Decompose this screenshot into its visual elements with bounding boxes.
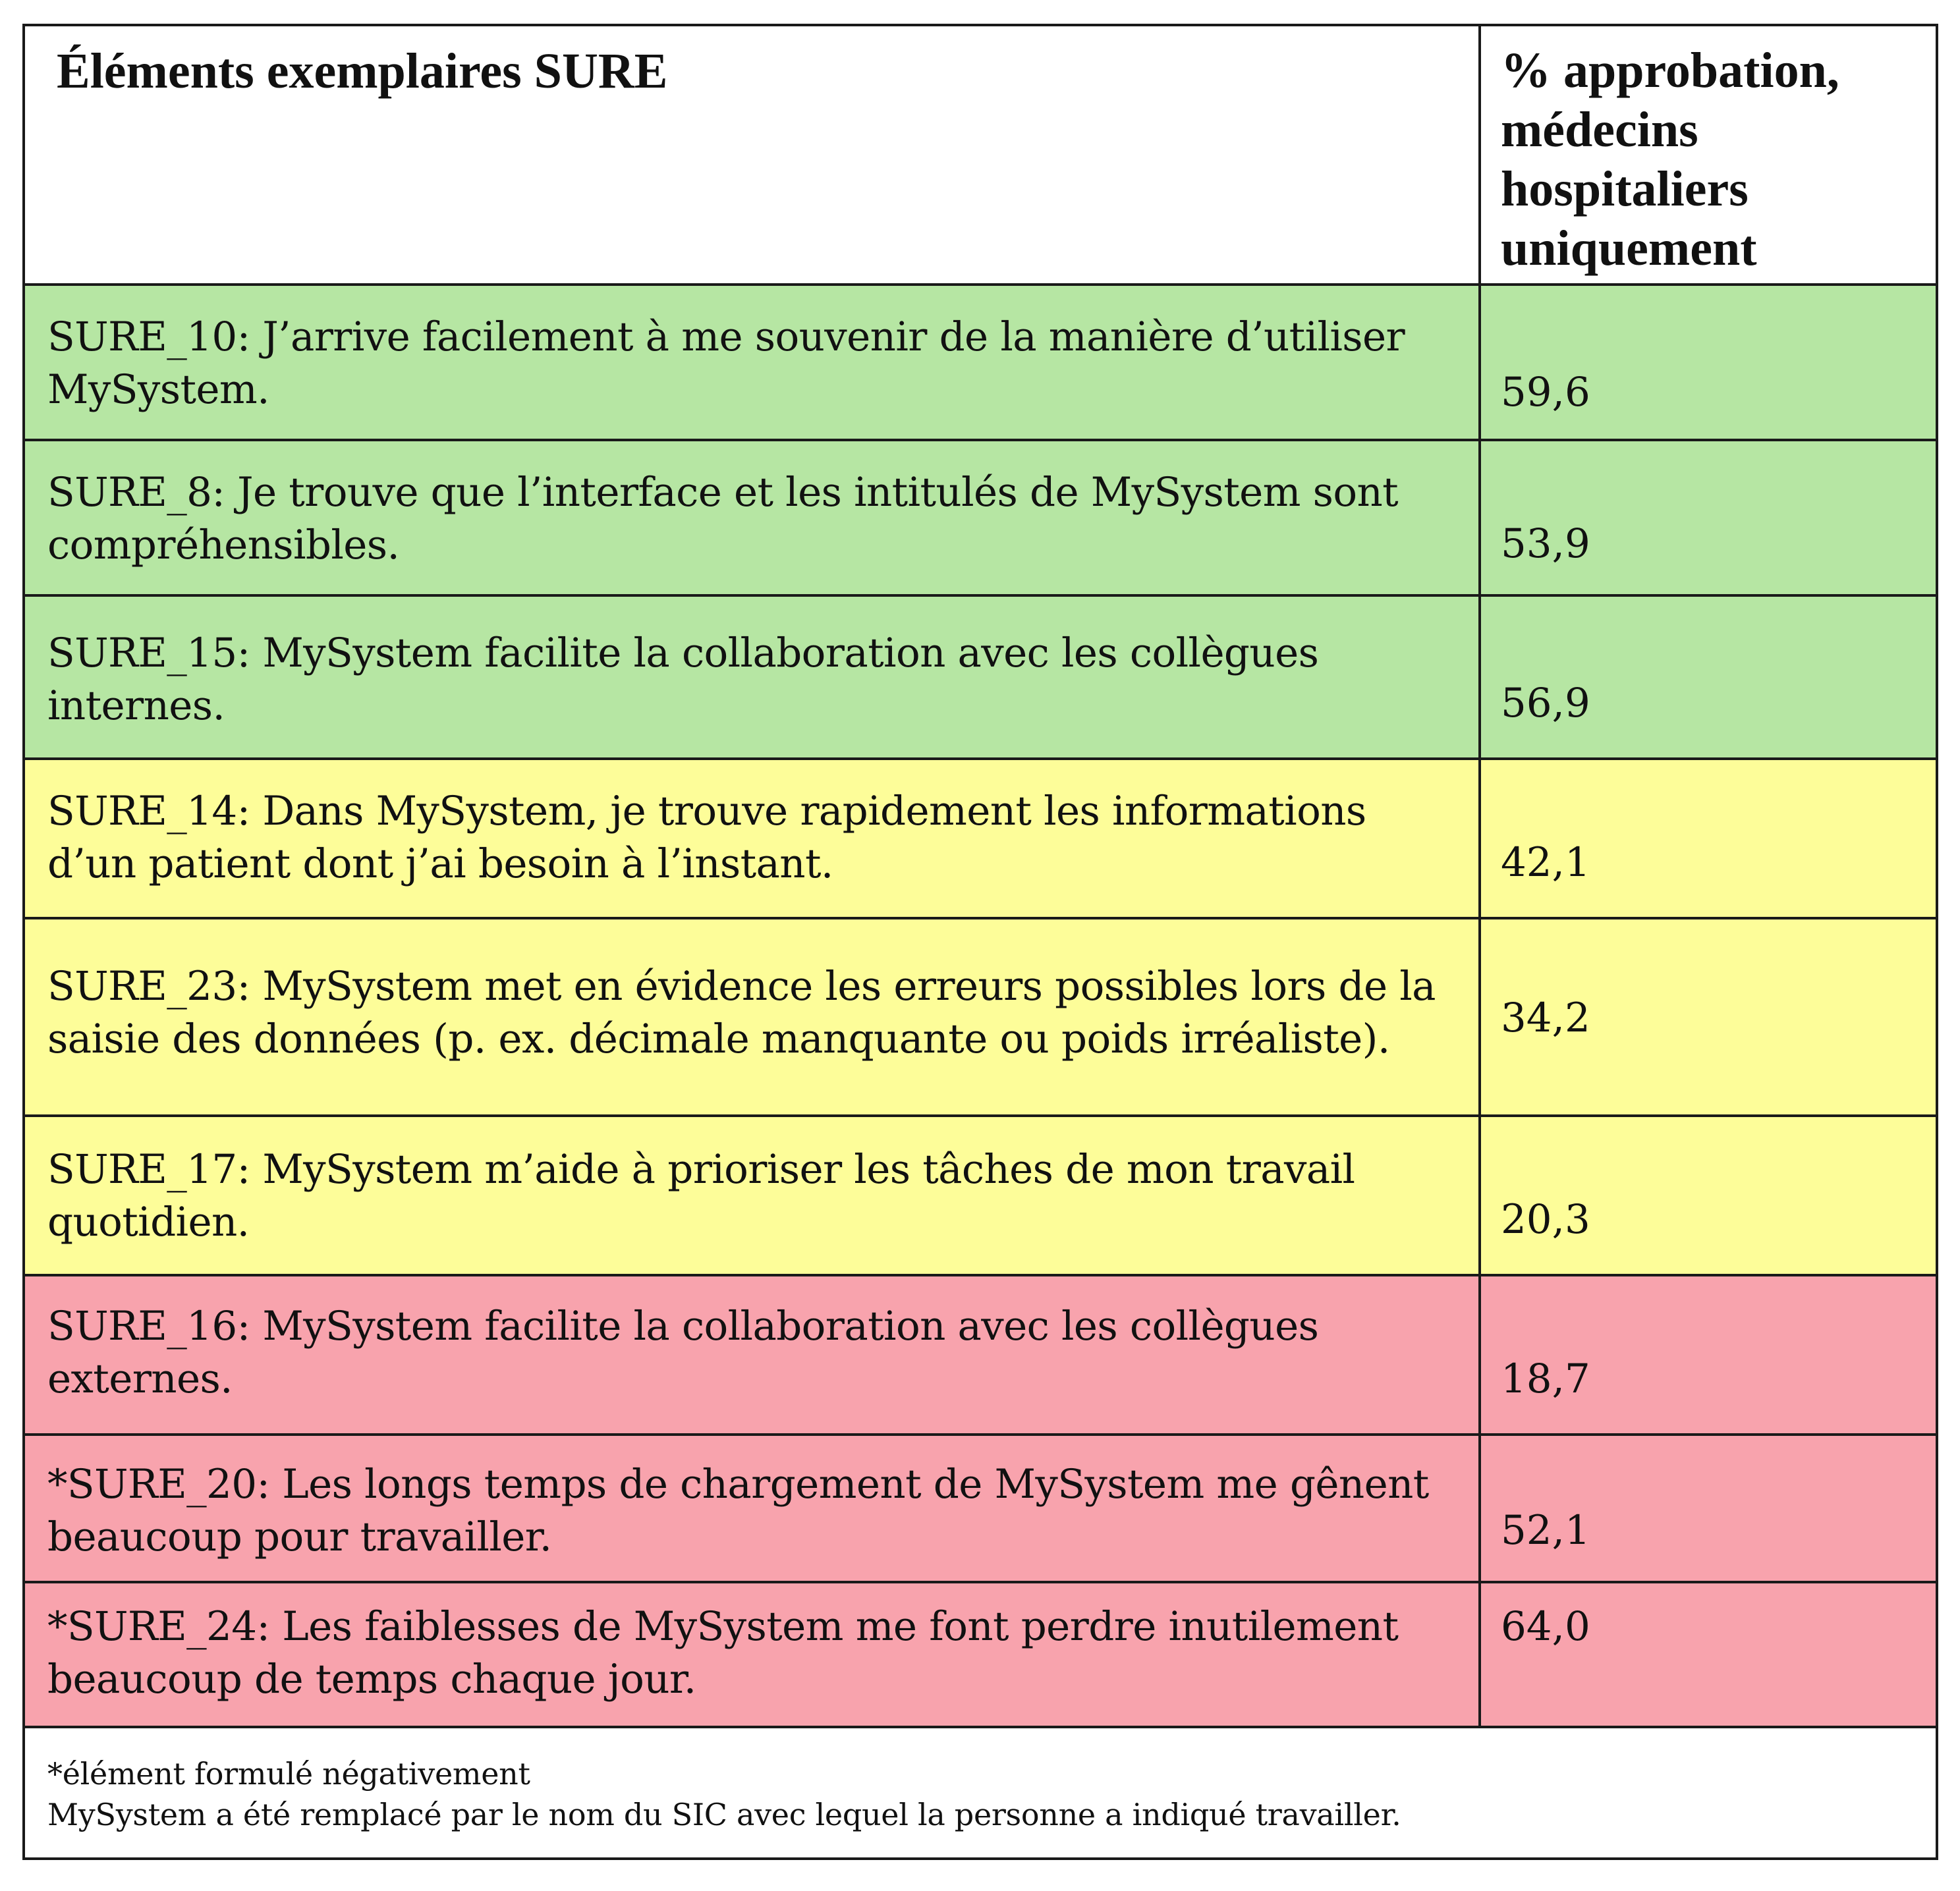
item-text: SURE_14: Dans MySystem, je trouve rapide… (47, 788, 1366, 887)
column-divider (1478, 26, 1481, 1728)
table-row: SURE_14: Dans MySystem, je trouve rapide… (25, 760, 1936, 919)
item-text: SURE_8: Je trouve que l’interface et les… (47, 469, 1399, 568)
table-row: *SURE_24: Les faiblesses de MySystem me … (25, 1583, 1936, 1728)
approval-value: 52,1 (1501, 1507, 1590, 1554)
table-footnote: *élément formulé négativement MySystem a… (47, 1753, 1905, 1835)
table-row: SURE_8: Je trouve que l’interface et les… (25, 441, 1936, 597)
approval-value: 64,0 (1501, 1603, 1590, 1650)
item-text: SURE_10: J’arrive facilement à me souven… (47, 314, 1405, 413)
system-name-note: MySystem a été remplacé par le nom du SI… (47, 1797, 1401, 1832)
negative-item-note: *élément formulé négativement (47, 1756, 530, 1792)
table-row: SURE_17: MySystem m’aide à prioriser les… (25, 1117, 1936, 1276)
item-text: *SURE_24: Les faiblesses de MySystem me … (47, 1603, 1399, 1703)
item-text: SURE_15: MySystem facilite la collaborat… (47, 630, 1319, 729)
table-row: SURE_23: MySystem met en évidence les er… (25, 919, 1936, 1117)
table-row: SURE_15: MySystem facilite la collaborat… (25, 597, 1936, 760)
table-body: SURE_10: J’arrive facilement à me souven… (25, 286, 1936, 1728)
items-column-header: Éléments exemplaires SURE (57, 43, 668, 99)
approval-value: 56,9 (1501, 680, 1590, 726)
approval-value: 18,7 (1501, 1356, 1590, 1402)
item-text: SURE_23: MySystem met en évidence les er… (47, 963, 1436, 1062)
item-text: *SURE_20: Les longs temps de chargement … (47, 1461, 1429, 1560)
percent-column-header: % approbation, médecins hospitaliers uni… (1501, 43, 1839, 276)
approval-value: 59,6 (1501, 369, 1590, 416)
item-text: SURE_16: MySystem facilite la collaborat… (47, 1303, 1319, 1402)
table-row: SURE_10: J’arrive facilement à me souven… (25, 286, 1936, 441)
approval-value: 20,3 (1501, 1196, 1590, 1243)
approval-value: 42,1 (1501, 839, 1590, 886)
approval-value: 34,2 (1501, 995, 1590, 1041)
table-row: SURE_16: MySystem facilite la collaborat… (25, 1276, 1936, 1436)
item-text: SURE_17: MySystem m’aide à prioriser les… (47, 1146, 1355, 1246)
table-row: *SURE_20: Les longs temps de chargement … (25, 1436, 1936, 1583)
table-header: Éléments exemplaires SURE % approbation,… (25, 26, 1936, 286)
sure-table: Éléments exemplaires SURE % approbation,… (22, 24, 1938, 1860)
approval-value: 53,9 (1501, 520, 1590, 567)
